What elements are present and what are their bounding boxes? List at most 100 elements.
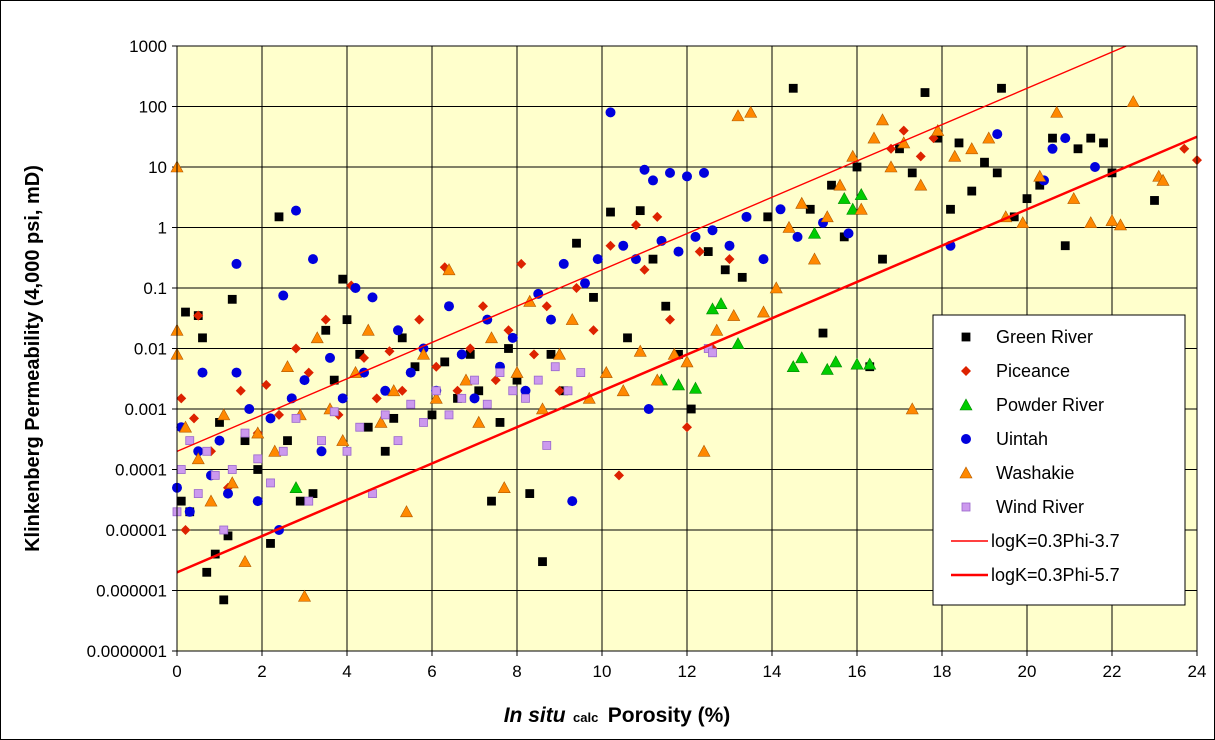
data-point bbox=[786, 360, 800, 373]
data-point bbox=[875, 113, 890, 126]
series-green-river bbox=[176, 83, 1159, 605]
data-point bbox=[1033, 169, 1047, 182]
data-point bbox=[180, 525, 191, 535]
data-point bbox=[510, 365, 524, 378]
data-point bbox=[588, 325, 599, 336]
data-point bbox=[724, 240, 735, 251]
data-point bbox=[686, 404, 696, 414]
data-point bbox=[633, 344, 647, 357]
data-point bbox=[266, 539, 275, 548]
data-point bbox=[316, 446, 327, 457]
data-point bbox=[1084, 216, 1098, 229]
data-point bbox=[843, 228, 854, 239]
legend-label: logK=0.3Phi-3.7 bbox=[991, 531, 1120, 551]
x-tick-label: 6 bbox=[427, 662, 436, 681]
data-point bbox=[380, 410, 390, 420]
data-point bbox=[291, 343, 301, 354]
data-point bbox=[393, 325, 403, 336]
y-tick-label: 1 bbox=[158, 219, 167, 238]
data-point bbox=[792, 231, 803, 242]
data-point bbox=[782, 220, 796, 233]
data-point bbox=[266, 478, 275, 488]
legend: Green River Piceance Powder River Uintah Was… bbox=[932, 314, 1186, 606]
data-point bbox=[854, 187, 868, 200]
data-point bbox=[371, 393, 382, 404]
data-point bbox=[805, 204, 815, 214]
data-point bbox=[363, 422, 373, 432]
data-point bbox=[202, 567, 212, 577]
data-point bbox=[342, 315, 352, 325]
data-point bbox=[191, 452, 205, 465]
data-point bbox=[416, 347, 431, 360]
data-point bbox=[303, 367, 314, 378]
data-point bbox=[731, 337, 745, 350]
data-point bbox=[482, 399, 492, 409]
data-point bbox=[252, 496, 263, 507]
data-point bbox=[878, 254, 887, 264]
data-point bbox=[616, 384, 630, 397]
legend-label: Powder River bbox=[996, 395, 1104, 415]
data-point bbox=[397, 333, 407, 343]
data-point bbox=[431, 386, 441, 396]
data-point bbox=[176, 465, 186, 474]
data-point bbox=[884, 160, 898, 173]
data-point bbox=[440, 357, 450, 367]
data-point bbox=[552, 347, 567, 360]
x-tick-label: 12 bbox=[678, 662, 697, 681]
y-tick-label: 0.0001 bbox=[115, 461, 167, 480]
data-point bbox=[907, 168, 917, 178]
data-point bbox=[231, 258, 242, 269]
x-tick-label: 16 bbox=[848, 662, 867, 681]
data-point bbox=[291, 205, 301, 216]
data-point bbox=[238, 555, 252, 567]
data-point bbox=[1179, 143, 1190, 154]
data-point bbox=[1156, 173, 1170, 186]
data-point bbox=[525, 489, 535, 498]
data-point bbox=[820, 210, 834, 223]
x-axis-title-italic: In situ bbox=[504, 704, 566, 727]
data-point bbox=[338, 274, 348, 284]
data-point bbox=[592, 254, 603, 265]
data-point bbox=[807, 252, 822, 265]
data-point bbox=[265, 413, 276, 424]
data-point bbox=[278, 446, 288, 456]
series-piceance bbox=[176, 125, 1202, 535]
data-point bbox=[837, 192, 851, 204]
data-point bbox=[470, 375, 479, 385]
data-point bbox=[504, 344, 513, 353]
data-point bbox=[429, 391, 443, 404]
data-point bbox=[204, 494, 218, 507]
x-tick-label: 4 bbox=[342, 662, 351, 681]
data-point bbox=[244, 404, 255, 414]
legend-marker bbox=[959, 398, 973, 411]
data-point bbox=[571, 283, 582, 293]
data-point bbox=[374, 415, 388, 428]
data-point bbox=[639, 164, 650, 175]
data-point bbox=[253, 465, 263, 474]
legend-label: logK=0.3Phi-5.7 bbox=[991, 565, 1120, 585]
data-point bbox=[697, 444, 711, 457]
data-point bbox=[227, 294, 237, 304]
data-point bbox=[520, 385, 531, 396]
x-tick-label: 24 bbox=[1188, 662, 1207, 681]
legend-label: Washakie bbox=[996, 463, 1074, 483]
data-point bbox=[905, 402, 919, 415]
data-point bbox=[367, 292, 378, 303]
data-point bbox=[546, 314, 556, 325]
data-point bbox=[852, 162, 862, 172]
data-point bbox=[495, 418, 505, 427]
data-point bbox=[763, 212, 773, 222]
data-point bbox=[350, 283, 361, 293]
data-point bbox=[516, 258, 527, 269]
data-point bbox=[946, 204, 955, 214]
series-uintah bbox=[172, 107, 1100, 535]
data-point bbox=[558, 258, 569, 269]
data-point bbox=[465, 343, 476, 354]
data-point bbox=[393, 436, 403, 446]
data-point bbox=[1073, 144, 1083, 154]
data-point bbox=[542, 441, 552, 450]
data-point bbox=[1060, 241, 1070, 251]
legend-marker bbox=[959, 466, 973, 479]
data-point bbox=[920, 88, 930, 97]
y-tick-label: 0.00001 bbox=[106, 521, 167, 540]
